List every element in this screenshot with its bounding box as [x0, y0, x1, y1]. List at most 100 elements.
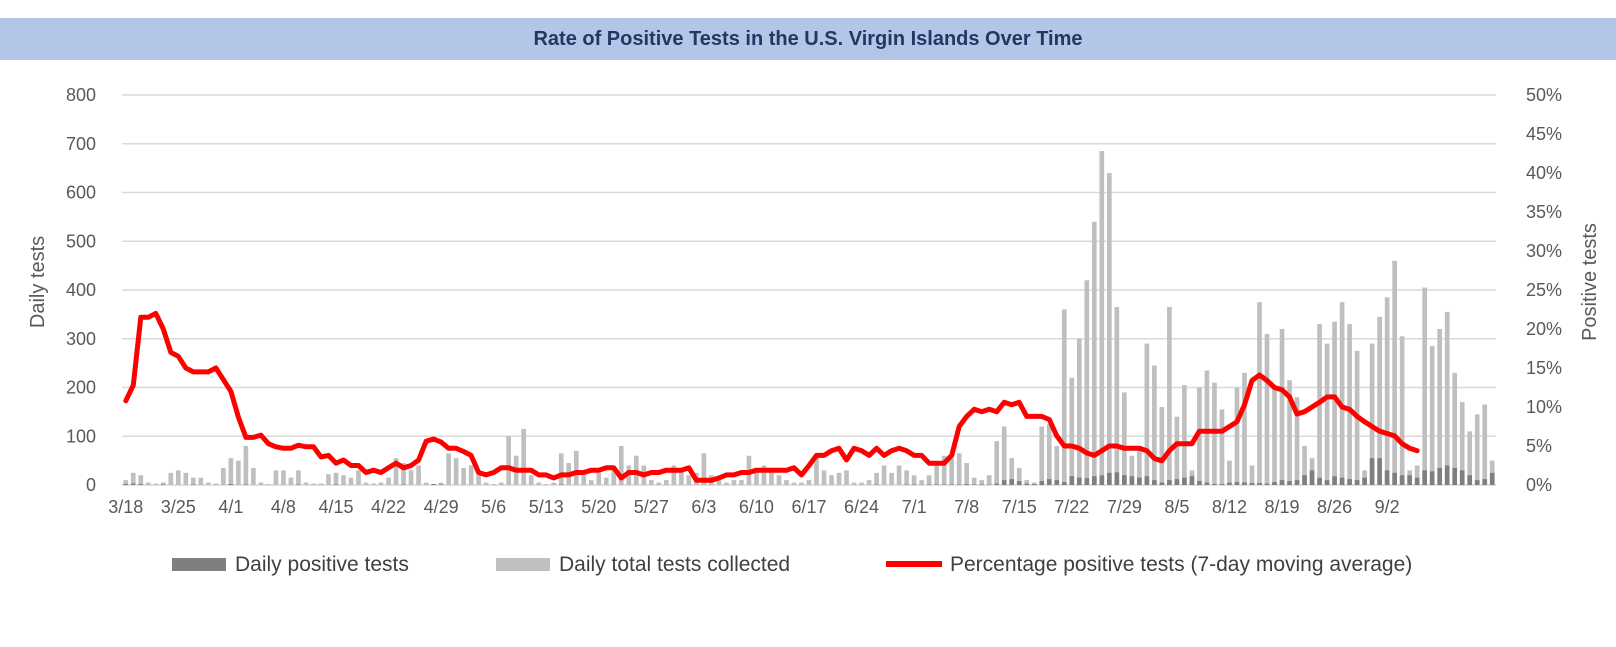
total-tests-bar	[130, 472, 136, 485]
x-tick-label: 6/24	[844, 497, 879, 517]
total-tests-bar	[1084, 280, 1090, 485]
total-tests-bar	[1302, 446, 1307, 485]
positive-tests-bar	[1354, 480, 1360, 485]
total-tests-bar	[1414, 465, 1420, 485]
x-tick-label: 4/8	[271, 497, 296, 517]
total-tests-bar	[521, 428, 527, 485]
positive-tests-bar	[1324, 480, 1330, 485]
total-tests-bar	[191, 477, 196, 485]
positive-tests-bar	[1197, 481, 1202, 485]
positive-tests-bar	[1332, 476, 1337, 485]
percentage-positive-line	[123, 310, 1420, 483]
total-tests-bar	[596, 472, 602, 485]
total-tests-bar	[1122, 392, 1127, 485]
total-tests-bar	[453, 458, 459, 485]
total-tests-bar	[851, 482, 857, 485]
total-tests-bar	[438, 482, 444, 485]
y-tick-label: 400	[66, 280, 96, 300]
total-tests-bar	[1069, 377, 1075, 485]
positive-tests-bar	[1407, 475, 1412, 485]
positive-tests-bar	[1384, 470, 1390, 485]
total-tests-bar	[393, 458, 399, 485]
total-tests-bar	[1467, 431, 1473, 485]
positive-tests-bar	[1317, 477, 1322, 485]
total-tests-bar	[1482, 404, 1488, 485]
positive-tests-bar	[1452, 467, 1458, 485]
y2-tick-label: 50%	[1526, 85, 1562, 105]
y-tick-label: 600	[66, 183, 96, 203]
total-tests-bar	[356, 470, 361, 485]
total-tests-bar	[1384, 297, 1390, 485]
total-tests-bar	[476, 470, 481, 485]
total-tests-bar	[363, 482, 369, 485]
positive-tests-bar	[1167, 480, 1172, 485]
total-tests-bar	[206, 482, 211, 485]
y2-tick-label: 15%	[1526, 358, 1562, 378]
x-tick-label: 7/8	[954, 497, 979, 517]
y-tick-label: 100	[66, 426, 96, 446]
total-tests-bar	[761, 465, 767, 485]
total-tests-bar	[1107, 173, 1112, 485]
total-tests-bar	[311, 483, 316, 485]
total-tests-bar	[543, 484, 549, 485]
x-tick-label: 9/2	[1375, 497, 1400, 517]
y2-tick-label: 5%	[1526, 436, 1552, 456]
positive-tests-bar	[1099, 475, 1105, 485]
x-tick-label: 3/18	[108, 497, 143, 517]
chart-title: Rate of Positive Tests in the U.S. Virgi…	[533, 27, 1083, 50]
positive-tests-bar	[1031, 484, 1037, 485]
positive-tests-bar	[1152, 480, 1157, 485]
x-tick-label: 8/19	[1264, 497, 1299, 517]
total-tests-bar	[461, 467, 466, 485]
percentage-line	[123, 310, 1420, 483]
positive-tests-bar	[1302, 475, 1307, 485]
total-tests-bar	[243, 446, 249, 485]
legend-label-total: Daily total tests collected	[559, 553, 790, 576]
x-tick-label: 4/22	[371, 497, 406, 517]
total-tests-bar	[145, 482, 151, 485]
total-tests-bar	[671, 465, 677, 485]
x-tick-label: 4/15	[318, 497, 353, 517]
y-tick-label: 200	[66, 378, 96, 398]
total-tests-bar	[754, 470, 759, 485]
positive-tests-bar	[1242, 482, 1247, 485]
total-tests-bar	[941, 455, 947, 485]
positive-tests-bar	[138, 484, 144, 485]
total-tests-bar	[911, 475, 917, 485]
positive-tests-bar	[1084, 478, 1090, 485]
total-tests-bar	[1369, 343, 1375, 485]
total-tests-bar	[213, 483, 219, 485]
total-tests-bar	[926, 475, 932, 485]
total-tests-bar	[1001, 426, 1007, 485]
total-tests-bar	[814, 455, 819, 485]
total-tests-bar	[528, 475, 534, 485]
y-tick-label: 700	[66, 134, 96, 154]
positive-tests-bar	[130, 483, 136, 485]
positive-tests-bar	[1257, 483, 1262, 485]
x-tick-label: 4/1	[218, 497, 243, 517]
total-tests-bar	[1279, 329, 1285, 485]
positive-tests-bar	[1204, 482, 1210, 485]
total-tests-bar	[1016, 467, 1022, 485]
positive-tests-bar	[1429, 471, 1435, 485]
total-tests-bar	[288, 477, 294, 485]
total-tests-bar	[611, 470, 617, 485]
positive-tests-bar	[1414, 477, 1420, 485]
right-axis-ticks: 0% 5% 10% 15% 20% 25% 30% 35% 40% 45% 50%	[1526, 85, 1562, 495]
total-tests-bar	[273, 470, 279, 485]
legend-label-positive: Daily positive tests	[235, 553, 409, 576]
positive-tests-bar	[1444, 465, 1450, 485]
positive-tests-bar	[1377, 458, 1382, 485]
legend: Daily positive tests Daily total tests c…	[172, 553, 1412, 576]
total-tests-bar	[491, 484, 496, 485]
y2-tick-label: 25%	[1526, 280, 1562, 300]
total-tests-bar	[979, 480, 985, 485]
x-tick-label: 6/17	[791, 497, 826, 517]
total-tests-bar	[160, 482, 166, 485]
x-tick-label: 8/12	[1212, 497, 1247, 517]
total-tests-bar	[994, 441, 1000, 485]
total-tests-bar	[859, 482, 864, 485]
total-tests-bar	[1159, 407, 1165, 485]
y2-tick-label: 35%	[1526, 202, 1562, 222]
total-tests-bar	[1144, 343, 1150, 485]
